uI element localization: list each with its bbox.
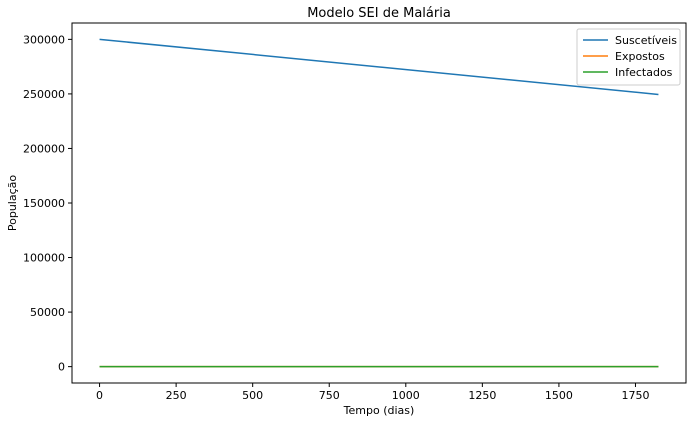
legend-label-2: Infectados	[615, 66, 673, 79]
x-tick-label: 500	[242, 389, 263, 402]
x-tick-label: 0	[96, 389, 103, 402]
y-tick-label: 200000	[23, 142, 65, 155]
x-tick-label: 1500	[545, 389, 573, 402]
x-tick-label: 1250	[468, 389, 496, 402]
y-axis: 0 50000 100000 150000 200000 250000 300000	[23, 33, 72, 374]
y-tick-label: 150000	[23, 197, 65, 210]
series-layer	[99, 38, 659, 368]
x-tick-label: 250	[166, 389, 187, 402]
x-tick-label: 1750	[621, 389, 649, 402]
legend-label-0: Suscetíveis	[615, 34, 677, 47]
y-tick-label: 50000	[30, 306, 65, 319]
y-tick-label: 250000	[23, 88, 65, 101]
series-line-0	[99, 38, 659, 96]
y-tick-label: 0	[58, 361, 65, 374]
chart-title: Modelo SEI de Malária	[307, 6, 451, 21]
y-tick-label: 300000	[23, 33, 65, 46]
y-tick-label: 100000	[23, 252, 65, 265]
legend-box	[576, 28, 681, 86]
x-axis: 0 250 500 750 1000 1250 1500 1750	[96, 383, 649, 402]
x-tick-label: 1000	[392, 389, 420, 402]
x-axis-label: Tempo (dias)	[343, 404, 415, 417]
y-axis-label: População	[6, 175, 19, 232]
legend-label-1: Expostos	[615, 50, 665, 63]
x-tick-label: 750	[319, 389, 340, 402]
legend: Suscetíveis Expostos Infectados	[576, 28, 681, 86]
